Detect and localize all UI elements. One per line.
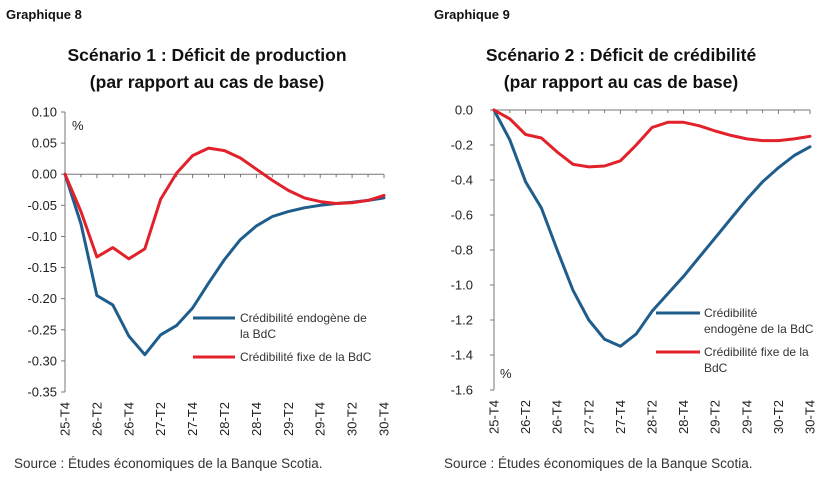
x-tick-label: 27-T2 <box>581 400 596 434</box>
line-chart-scenario-1: 0.10 0.05 0.00 -0.05 -0.10 -0.15 -0.20 -0.25 -0.… <box>27 105 392 436</box>
x-tick-label: 26-T2 <box>89 402 104 436</box>
legend-label-line2: la BdC <box>240 327 276 341</box>
series-line-fixe <box>492 108 812 169</box>
legend-label-line2: endogène de la BdC <box>704 322 814 336</box>
y-tick-label: -1.0 <box>451 278 473 293</box>
y-tick-label: -1.6 <box>451 383 473 398</box>
y-tick-label: 0.10 <box>32 105 57 120</box>
x-tick-label: 29-T2 <box>708 400 723 434</box>
y-tick-label: -0.20 <box>27 291 57 306</box>
chart-title-line1: Scénario 1 : Déficit de production <box>67 45 347 65</box>
y-tick-label: 0.0 <box>455 103 473 118</box>
x-tick-label: 29-T4 <box>313 402 328 436</box>
y-tick-label: -0.6 <box>451 208 473 223</box>
x-tick-label: 30-T2 <box>345 402 360 436</box>
x-tick-label: 25-T4 <box>58 402 73 436</box>
x-tick-label: 26-T4 <box>550 400 565 434</box>
x-tick-label: 28-T2 <box>217 402 232 436</box>
x-tick-label: 28-T4 <box>676 400 691 434</box>
x-tick-label: 26-T4 <box>121 402 136 436</box>
y-tick-label: -0.2 <box>451 138 473 153</box>
x-tick-label: 27-T2 <box>153 402 168 436</box>
series-line-fixe <box>63 146 386 261</box>
y-tick-label: -0.15 <box>27 260 57 275</box>
unit-label: % <box>500 366 512 381</box>
y-tick-label: -1.4 <box>451 348 473 363</box>
y-tick-label: -0.35 <box>27 385 57 400</box>
x-tick-label: 30-T2 <box>771 400 786 434</box>
y-tick-label: -0.4 <box>451 173 473 188</box>
series-line-endogene <box>492 108 812 348</box>
y-tick-label: -0.05 <box>27 198 57 213</box>
x-tick-label: 25-T4 <box>487 400 502 434</box>
x-tick-label: 29-T4 <box>739 400 754 434</box>
legend-label: Crédibilité endogène de <box>240 311 367 325</box>
chart-title-line1: Scénario 2 : Déficit de crédibilité <box>485 45 757 65</box>
x-tick-label: 30-T4 <box>377 402 392 436</box>
y-tick-label: -0.30 <box>27 353 57 368</box>
chart-title-line2: (par rapport au cas de base) <box>503 72 739 92</box>
legend-label: Crédibilité fixe de la <box>704 345 809 359</box>
y-tick-label: -1.2 <box>451 313 473 328</box>
unit-label: % <box>72 118 84 133</box>
legend-label-line2: BdC <box>704 361 728 375</box>
x-tick-label: 28-T2 <box>645 400 660 434</box>
source-note: Source : Études économiques de la Banque… <box>14 456 323 471</box>
chart-title-line2: (par rapport au cas de base) <box>89 72 325 92</box>
chart-panel-right: Graphique 9 Scénario 2 : Déficit de créd… <box>414 0 828 483</box>
y-tick-label: -0.25 <box>27 322 57 337</box>
y-tick-label: 0.00 <box>32 167 57 182</box>
legend-label: Crédibilité fixe de la BdC <box>240 350 372 364</box>
chart-panel-left: Graphique 8 Scénario 1 : Déficit de prod… <box>6 7 392 471</box>
series-line-endogene <box>63 172 386 357</box>
x-tick-label: 28-T4 <box>249 402 264 436</box>
y-tick-label: -0.10 <box>27 229 57 244</box>
x-tick-label: 27-T4 <box>613 400 628 434</box>
source-note: Source : Études économiques de la Banque… <box>444 456 753 471</box>
graph-label: Graphique 9 <box>434 7 510 22</box>
graph-label: Graphique 8 <box>6 7 82 22</box>
x-tick-label: 27-T4 <box>185 402 200 436</box>
x-tick-label: 29-T2 <box>281 402 296 436</box>
legend-label: Crédibilité <box>704 306 758 320</box>
x-tick-label: 30-T4 <box>803 400 818 434</box>
x-tick-label: 26-T2 <box>518 400 533 434</box>
line-chart-scenario-2: 0.0 -0.2 -0.4 -0.6 -0.8 -1.0 -1.2 -1.4 -1.6 25-T4… <box>451 103 818 434</box>
y-tick-label: 0.05 <box>32 136 57 151</box>
y-tick-label: -0.8 <box>451 243 473 258</box>
